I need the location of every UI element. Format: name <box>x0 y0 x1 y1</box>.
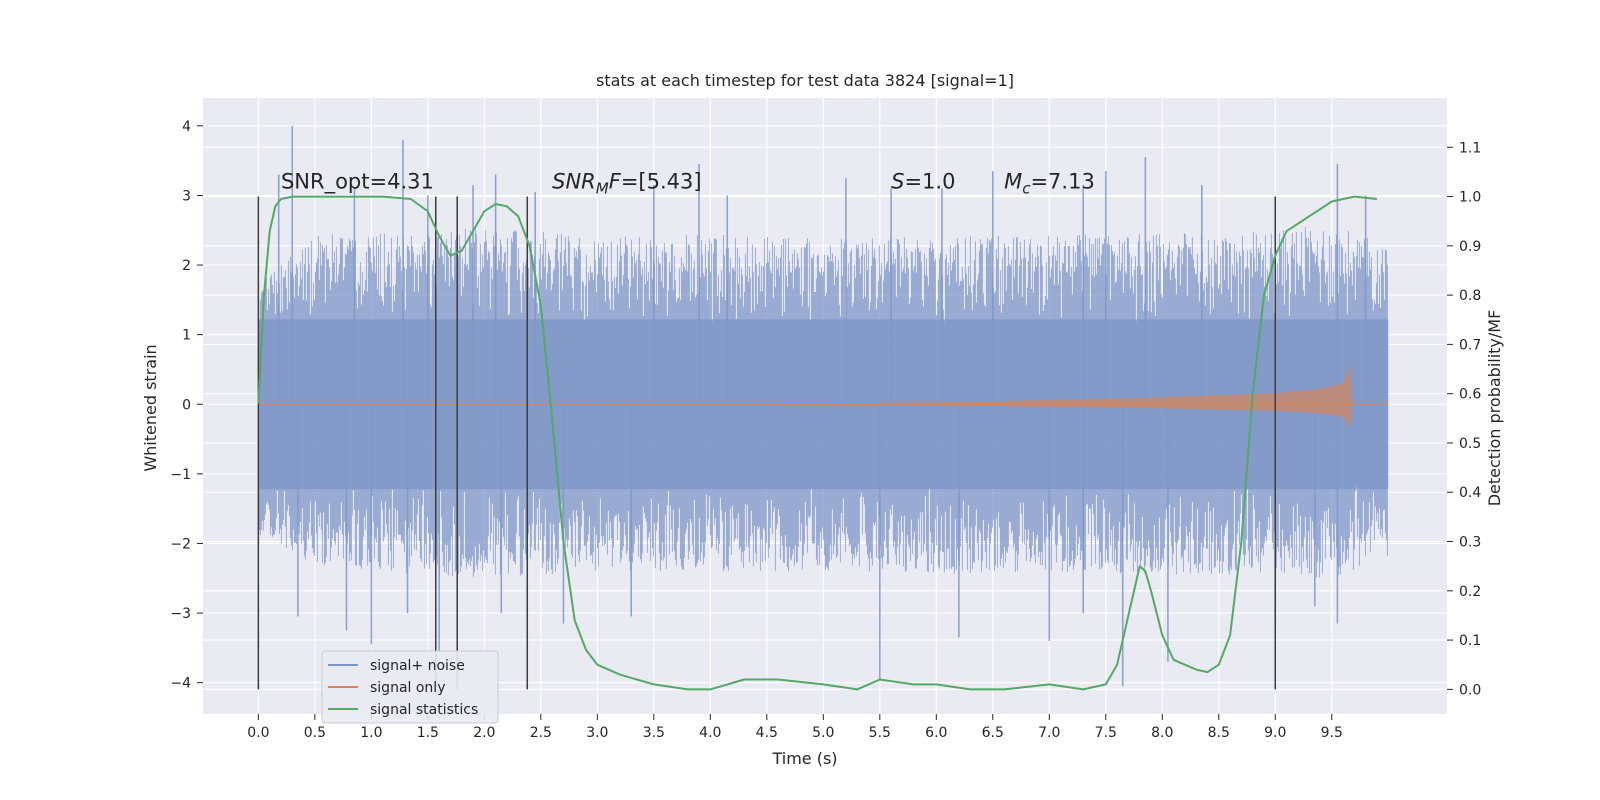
chart-title: stats at each timestep for test data 382… <box>596 71 1014 90</box>
legend-label: signal statistics <box>370 702 478 718</box>
x-tick-label: 9.5 <box>1321 725 1343 741</box>
legend-label: signal+ noise <box>370 658 465 674</box>
x-axis-title: Time (s) <box>771 749 837 768</box>
y-tick-label: 4 <box>182 119 191 135</box>
legend: signal+ noise signal only signal statistic… <box>321 650 499 724</box>
y-axis-left: −4 −3 −2 −1 0 1 2 3 4 <box>170 119 203 692</box>
x-tick-label: 3.5 <box>643 725 665 741</box>
x-tick-label: 6.5 <box>982 725 1004 741</box>
legend-box <box>321 650 499 724</box>
y2-tick-label: 0.0 <box>1459 682 1481 698</box>
x-axis: 0.0 0.5 1.0 1.5 2.0 2.5 3.0 3.5 4.0 4.5 5.0 5.5 6.0 6… <box>247 714 1343 741</box>
y-tick-label: 0 <box>182 397 191 413</box>
x-tick-label: 4.0 <box>699 725 721 741</box>
series-signal-only <box>258 366 1389 428</box>
y2-tick-label: 0.1 <box>1459 633 1481 649</box>
series-signal-statistics <box>257 195 1378 691</box>
x-tick-label: 4.5 <box>756 725 778 741</box>
y-tick-label: 1 <box>182 328 191 344</box>
x-tick-label: 8.5 <box>1208 725 1230 741</box>
x-tick-label: 0.0 <box>247 725 269 741</box>
vertical-markers <box>257 196 1277 690</box>
y-tick-label: 2 <box>182 258 191 274</box>
y2-tick-label: 0.2 <box>1459 584 1481 600</box>
x-tick-label: 1.0 <box>360 725 382 741</box>
y2-tick-label: 0.4 <box>1459 485 1481 501</box>
y2-axis-title: Detection probability/MF <box>1485 310 1504 507</box>
x-tick-label: 7.0 <box>1038 725 1060 741</box>
annotation-2: S=1.0 <box>891 169 955 193</box>
y2-tick-label: 0.7 <box>1459 337 1481 353</box>
x-tick-label: 1.5 <box>417 725 439 741</box>
x-tick-label: 8.0 <box>1151 725 1173 741</box>
y-tick-label: −1 <box>170 467 191 483</box>
x-tick-label: 2.0 <box>473 725 495 741</box>
annotation-1: SNRMF=[5.43] <box>552 169 701 197</box>
y2-tick-label: 0.6 <box>1459 387 1481 403</box>
annotation-3: Mc=7.13 <box>1004 169 1095 197</box>
y-tick-label: 3 <box>182 188 191 204</box>
x-tick-label: 5.5 <box>869 725 891 741</box>
annotation-0: SNR_opt=4.31 <box>281 169 434 194</box>
y2-tick-label: 0.8 <box>1459 288 1481 304</box>
y2-tick-label: 0.3 <box>1459 535 1481 551</box>
y2-tick-label: 1.0 <box>1459 190 1481 206</box>
x-tick-label: 5.0 <box>812 725 834 741</box>
y-tick-label: −4 <box>170 676 191 692</box>
x-tick-label: 3.0 <box>586 725 608 741</box>
y-axis-title: Whitened strain <box>141 344 160 471</box>
x-tick-label: 6.0 <box>925 725 947 741</box>
x-tick-label: 2.5 <box>530 725 552 741</box>
y-tick-label: −3 <box>170 606 191 622</box>
y-tick-label: −2 <box>170 536 191 552</box>
y2-tick-label: 0.5 <box>1459 436 1481 452</box>
x-tick-label: 0.5 <box>304 725 326 741</box>
y2-tick-label: 0.9 <box>1459 239 1481 255</box>
x-tick-label: 7.5 <box>1095 725 1117 741</box>
x-tick-label: 9.0 <box>1264 725 1286 741</box>
y-axis-right: 0.0 0.1 0.2 0.3 0.4 0.5 0.6 0.7 0.8 0.9 1.0 1.1 <box>1447 140 1481 698</box>
legend-label: signal only <box>370 680 445 696</box>
y2-tick-label: 1.1 <box>1459 140 1481 156</box>
annotations: SNR_opt=4.31 SNRMF=[5.43] S=1.0 Mc=7.13 <box>281 169 1095 197</box>
stats-line <box>257 195 1378 691</box>
